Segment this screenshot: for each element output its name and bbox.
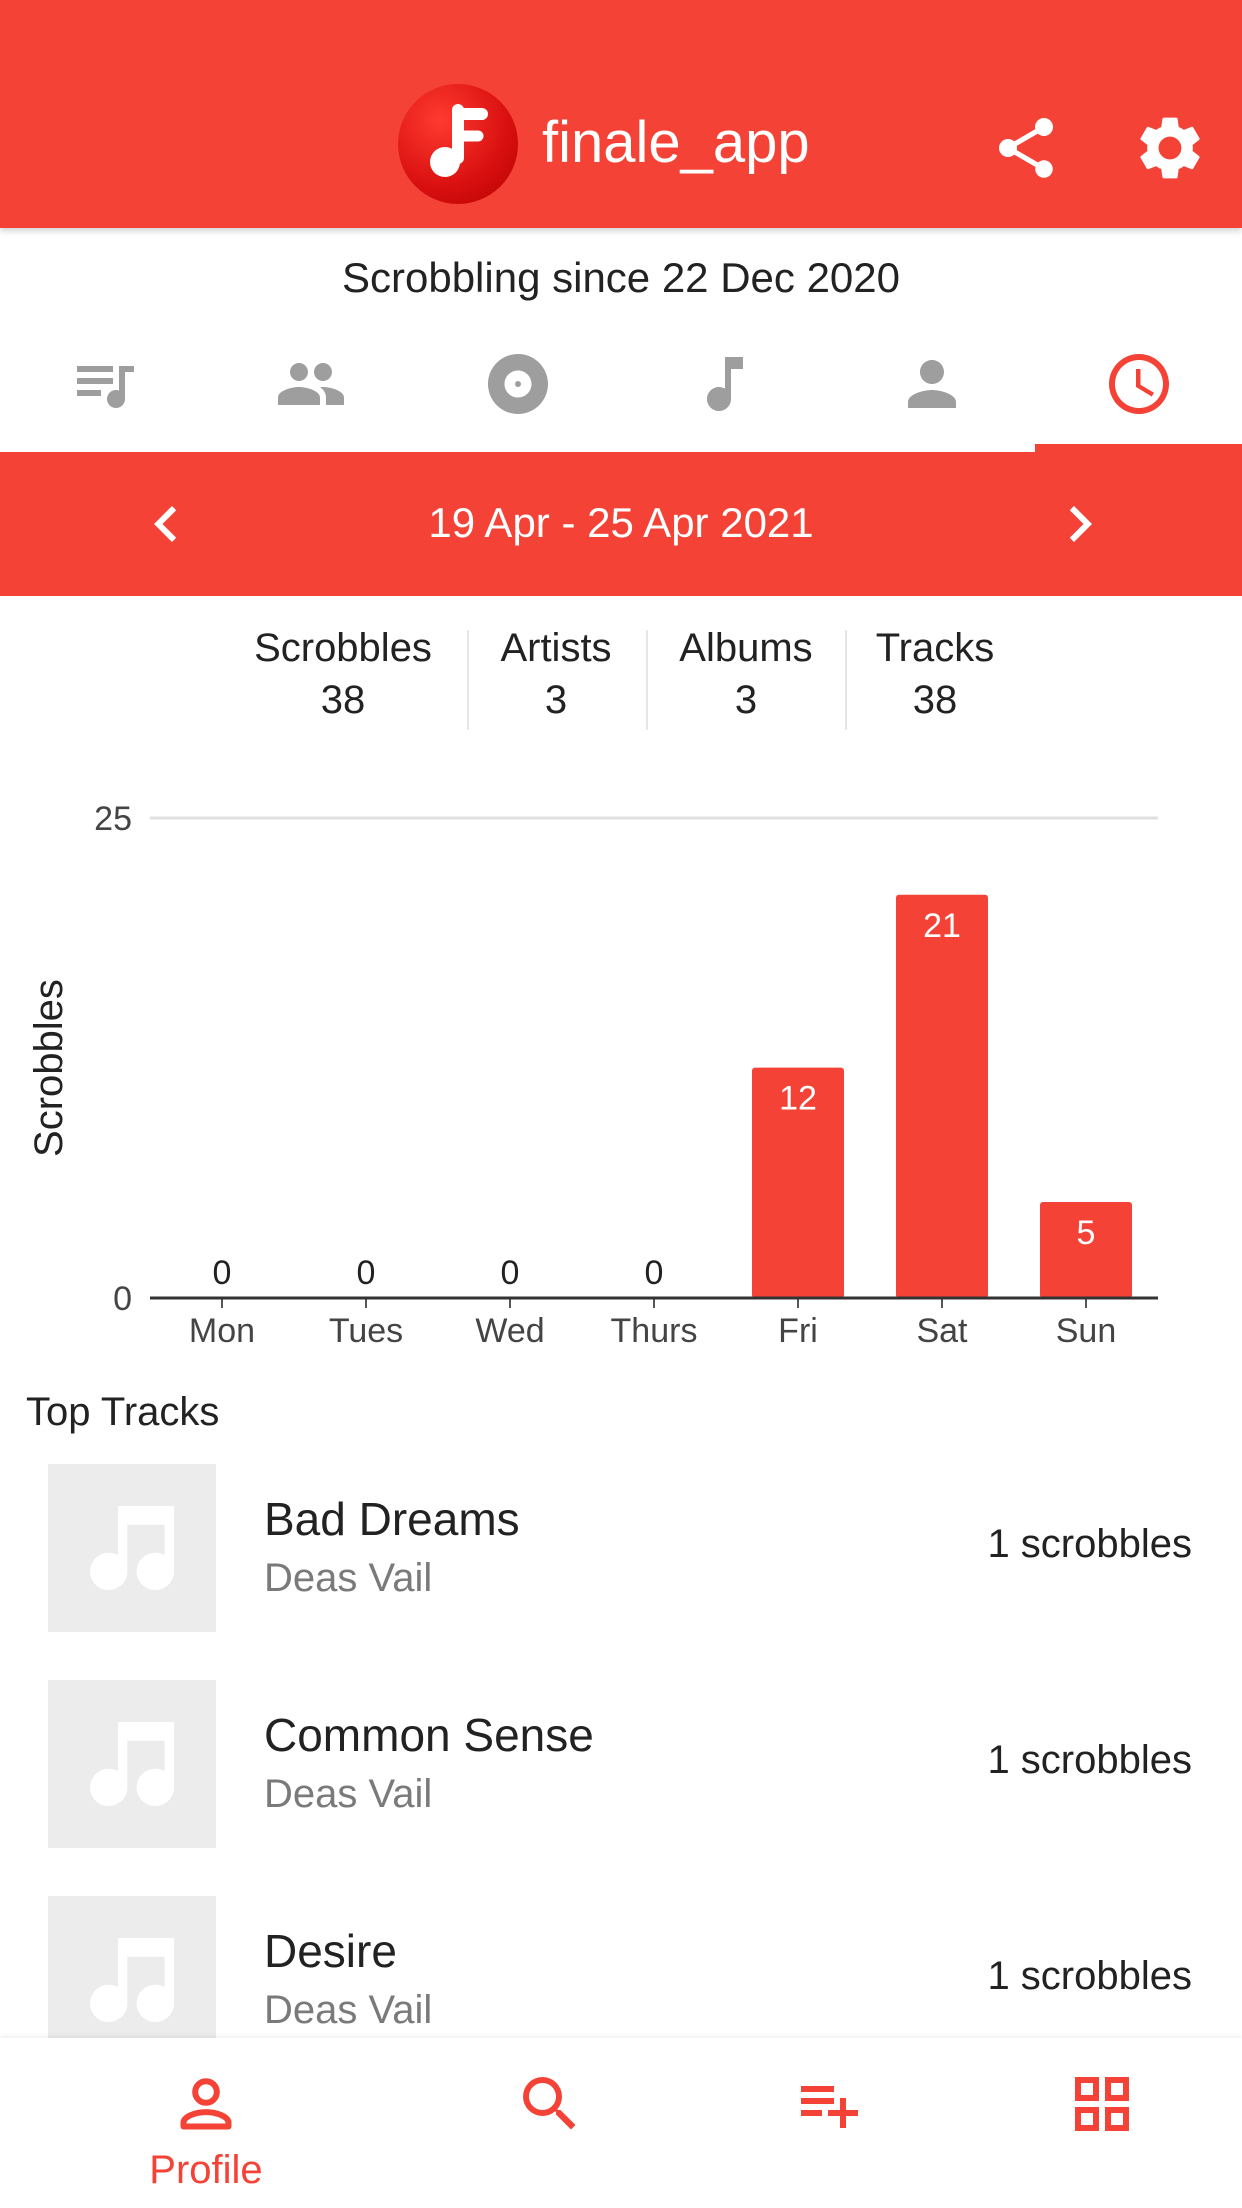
playlist-add-icon [801, 2086, 858, 2128]
tab-tracks[interactable] [621, 326, 828, 452]
y-tick-label: 25 [94, 800, 132, 838]
chevron-left-icon [154, 506, 177, 542]
stat-tracks: Tracks 38 [860, 622, 1010, 726]
track-row[interactable]: Desire Deas Vail 1 scrobbles [0, 1884, 1242, 2038]
top-tracks-title: Top Tracks [26, 1390, 220, 1434]
queue-music-icon [76, 366, 134, 408]
stat-value: 38 [912, 678, 958, 722]
tab-top-artists[interactable] [207, 326, 414, 452]
stat-label: Albums [679, 626, 813, 670]
track-artist: Deas Vail [264, 1556, 433, 1600]
track-artwork [48, 1680, 216, 1848]
stat-value: 3 [734, 678, 758, 722]
stat-label: Artists [500, 626, 612, 670]
stat-value: 3 [544, 678, 568, 722]
bar-value-label: 21 [923, 907, 961, 945]
track-row[interactable]: Common Sense Deas Vail 1 scrobbles [0, 1668, 1242, 1884]
music-note-logo-icon [430, 104, 488, 177]
search-icon [523, 2077, 576, 2130]
clock-icon [1108, 354, 1169, 414]
x-tick-label: Sat [916, 1312, 968, 1350]
bar-value-label: 12 [779, 1080, 817, 1118]
people-icon [277, 363, 344, 405]
track-artwork [48, 1896, 216, 2038]
stat-value: 38 [320, 678, 366, 722]
track-artist: Deas Vail [264, 1772, 433, 1816]
stat-albums: Albums 3 [656, 622, 836, 726]
app-bar: finale_app [0, 0, 1242, 228]
album-icon [487, 354, 548, 414]
app-logo [398, 84, 518, 204]
x-tick-label: Wed [475, 1312, 544, 1350]
x-tick-label: Tues [329, 1312, 403, 1350]
track-name: Bad Dreams [264, 1493, 520, 1545]
x-tick-label: Fri [778, 1312, 818, 1350]
app-title: finale_app [542, 110, 810, 175]
track-artwork [48, 1464, 216, 1632]
next-period-button[interactable] [1044, 488, 1116, 560]
share-button[interactable] [990, 112, 1062, 184]
share-icon [999, 118, 1053, 178]
nav-profile[interactable]: Profile [86, 2038, 326, 2208]
bar-value-label: 0 [501, 1254, 520, 1292]
chevron-right-icon [1069, 506, 1092, 542]
x-tick-label: Sun [1056, 1312, 1117, 1350]
track-scrobble-count: 1 scrobbles [987, 1954, 1192, 1998]
tab-indicator [1035, 444, 1242, 452]
stat-divider [467, 630, 469, 730]
tab-top-tracks[interactable] [0, 326, 207, 452]
nav-search[interactable] [430, 2038, 670, 2208]
profile-tabs [0, 326, 1242, 452]
track-scrobble-count: 1 scrobbles [987, 1522, 1192, 1566]
nav-profile-label: Profile [149, 2148, 263, 2192]
stat-label: Tracks [875, 626, 995, 670]
scrobbles-bar-chart: 0 25 Scrobbles 0 Mon 0 Tues 0 Wed 0 Thurs 12 Fri 21 Sa… [27, 800, 1158, 1350]
bar [896, 894, 988, 1298]
tab-history[interactable] [1035, 326, 1242, 452]
tab-friends[interactable] [828, 326, 1035, 452]
music-note-placeholder-icon [90, 1938, 175, 2023]
gear-icon [1140, 117, 1200, 179]
stat-label: Scrobbles [254, 626, 432, 670]
stats-row: Scrobbles 38 Artists 3 Albums 3 Tracks 3… [0, 622, 1242, 732]
scrobbling-since-text: Scrobbling since 22 Dec 2020 [341, 254, 901, 301]
x-tick-label: Mon [189, 1312, 255, 1350]
track-name: Desire [264, 1925, 397, 1977]
track-name: Common Sense [264, 1709, 594, 1761]
track-row[interactable]: Bad Dreams Deas Vail 1 scrobbles [0, 1452, 1242, 1668]
bar-value-label: 0 [357, 1254, 376, 1292]
music-note-placeholder-icon [90, 1722, 175, 1807]
top-tracks-list: Bad Dreams Deas Vail 1 scrobbles Common … [0, 1452, 1242, 2038]
y-axis-label: Scrobbles [27, 979, 71, 1157]
bar-value-label: 5 [1077, 1214, 1096, 1252]
bar-value-label: 0 [645, 1254, 664, 1292]
tab-top-albums[interactable] [414, 326, 621, 452]
stat-scrobbles: Scrobbles 38 [238, 622, 448, 726]
period-label: 19 Apr - 25 Apr 2021 [428, 499, 814, 546]
music-note-icon [706, 357, 743, 411]
bar [1040, 1202, 1132, 1298]
x-tick-label: Thurs [611, 1312, 698, 1350]
nav-scrobble[interactable] [708, 2038, 948, 2208]
bar [752, 1067, 844, 1298]
stat-artists: Artists 3 [476, 622, 636, 726]
stat-divider [646, 630, 648, 730]
person-outline-icon [180, 2078, 232, 2130]
track-artist: Deas Vail [264, 1988, 433, 2032]
nav-more[interactable] [982, 2038, 1222, 2208]
bar-value-label: 0 [213, 1254, 232, 1292]
stat-divider [845, 630, 847, 730]
y-tick-label: 0 [113, 1280, 132, 1318]
track-scrobble-count: 1 scrobbles [987, 1738, 1192, 1782]
music-note-placeholder-icon [90, 1506, 175, 1591]
period-bar: 19 Apr - 25 Apr 2021 [0, 452, 1242, 596]
previous-period-button[interactable] [130, 488, 202, 560]
grid-icon [1075, 2077, 1129, 2131]
settings-button[interactable] [1132, 110, 1208, 186]
person-icon [907, 360, 956, 408]
bottom-navigation: Profile [0, 2038, 1242, 2208]
